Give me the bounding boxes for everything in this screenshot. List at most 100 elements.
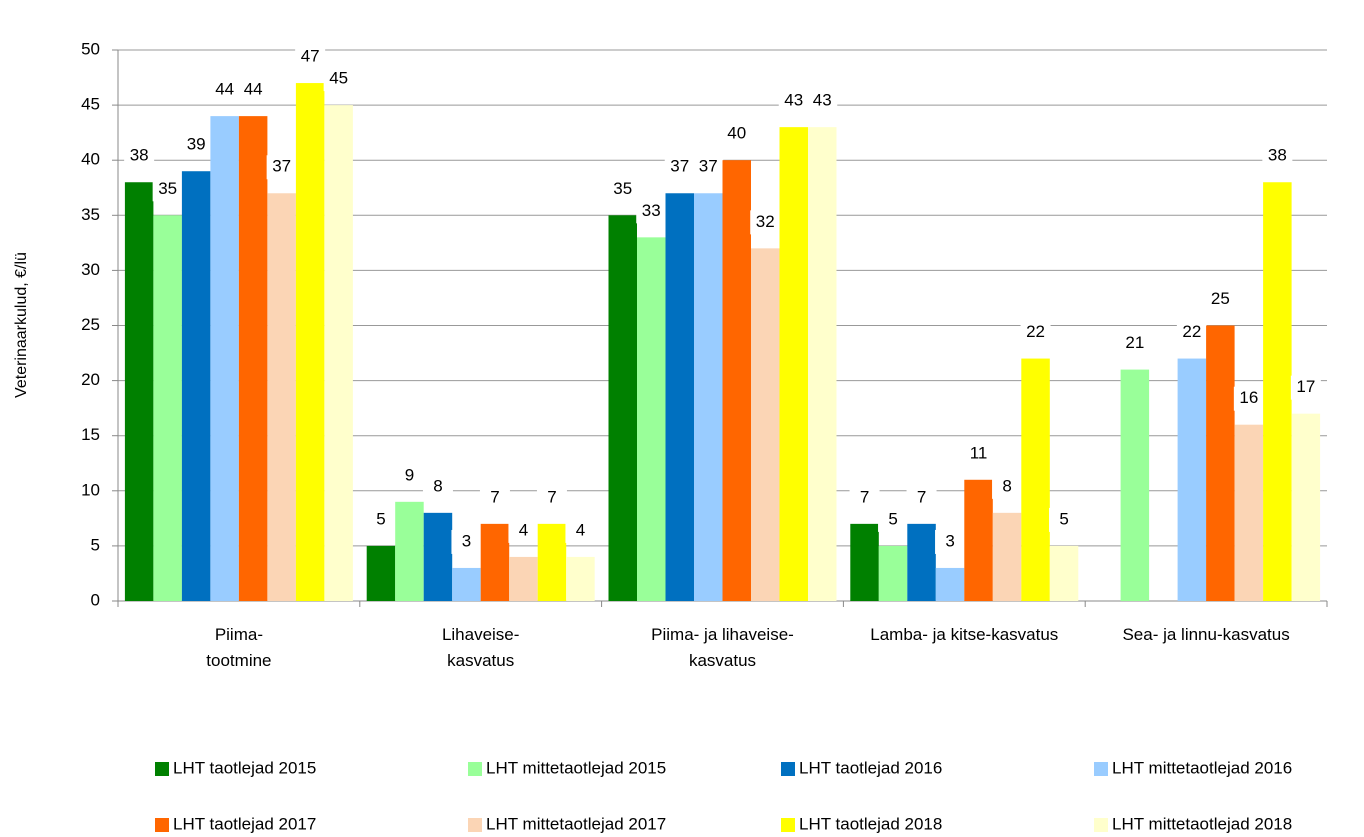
bar [153,215,182,602]
data-label: 4 [519,520,528,539]
y-tick-label: 25 [81,315,100,334]
bar [665,193,694,601]
legend-swatch [781,818,795,832]
bar [637,237,666,601]
bar [1206,325,1235,601]
data-label: 35 [613,179,632,198]
data-label: 7 [917,487,926,506]
legend-label: LHT mittetaotlejad 2018 [1112,814,1292,833]
data-label-bg [1205,287,1236,312]
y-tick-label: 35 [81,205,100,224]
bar [608,215,637,602]
x-tick-label: Lamba- ja kitse-kasvatus [870,625,1059,644]
data-label: 22 [1182,322,1201,341]
data-label: 35 [158,179,177,198]
legend-swatch [1094,762,1108,776]
legend-label: LHT mittetaotlejad 2015 [486,758,666,777]
legend-label: LHT mittetaotlejad 2017 [486,814,666,833]
data-label-bg [394,463,425,488]
bar [935,567,965,601]
x-tick-label: Piima- ja lihaveise- kasvatus [651,625,794,670]
bar [1234,424,1264,601]
data-label-bg [750,210,781,235]
legend-label: LHT taotlejad 2017 [173,814,316,833]
legend-swatch [781,762,795,776]
legend-swatch [1094,818,1108,832]
data-label-bg [479,485,510,510]
data-label-bg [778,89,809,114]
bar [210,116,239,602]
x-tick-label: Piima- tootmine [206,625,272,670]
data-label: 40 [727,124,746,143]
data-label-bg [181,133,212,158]
bar [1120,369,1150,601]
data-label: 8 [1002,476,1011,495]
y-tick-label: 40 [81,150,100,169]
data-label: 47 [301,47,320,66]
data-label: 45 [329,69,348,88]
data-label-bg [664,155,695,180]
data-label-bg [536,485,567,510]
bar [907,523,936,601]
data-label-bg [1290,375,1321,400]
data-label-bg [565,518,596,543]
data-label-bg [266,155,297,180]
data-label: 11 [970,443,988,462]
data-label-bg [1020,320,1051,345]
data-label-bg [152,177,183,202]
data-label: 37 [699,157,718,176]
data-label-bg [1233,386,1264,411]
data-label: 38 [130,146,149,165]
data-label: 9 [405,465,414,484]
legend-label: LHT mittetaotlejad 2016 [1112,758,1292,777]
legend-label: LHT taotlejad 2016 [799,758,942,777]
data-label-bg [935,529,966,554]
data-label-bg [1049,507,1080,532]
bar [295,83,325,601]
bar [992,512,1022,601]
bar [480,523,510,601]
data-label: 5 [1059,509,1068,528]
bar [779,127,808,601]
data-label: 32 [756,212,775,231]
x-tick-label: Lihaveise- kasvatus [441,625,520,670]
bar [324,105,353,601]
bar [566,556,595,601]
data-label-bg [422,474,453,499]
data-label: 8 [433,476,442,495]
data-label-bg [209,78,240,103]
bar [1291,413,1321,601]
data-label: 44 [244,80,263,99]
legend-label: LHT taotlejad 2018 [799,814,942,833]
data-label: 7 [547,487,556,506]
y-tick-label: 0 [91,590,100,609]
data-label: 3 [462,531,471,550]
data-label: 44 [215,80,234,99]
data-label-bg [636,199,667,224]
bar [1263,182,1292,602]
data-label-bg [295,45,326,70]
data-label-bg [1262,144,1293,169]
legend-swatch [468,762,482,776]
legend-swatch [155,762,169,776]
legend-swatch [155,818,169,832]
data-label-bg [878,507,909,532]
data-label-bg [906,485,937,510]
data-label-bg [323,67,354,92]
data-label-bg [963,441,994,466]
data-label: 16 [1239,388,1258,407]
y-tick-label: 10 [81,480,100,499]
data-label: 37 [272,157,291,176]
y-axis-label: Veterinaarkulud, €/lü [13,252,30,398]
data-label-bg [1176,320,1207,345]
legend-label: LHT taotlejad 2015 [173,758,316,777]
bar [537,523,567,601]
data-label: 17 [1296,377,1315,396]
bar [395,501,424,601]
bar [267,193,296,601]
data-label-bg [238,78,269,103]
bar [423,512,453,601]
bar [1021,358,1050,601]
